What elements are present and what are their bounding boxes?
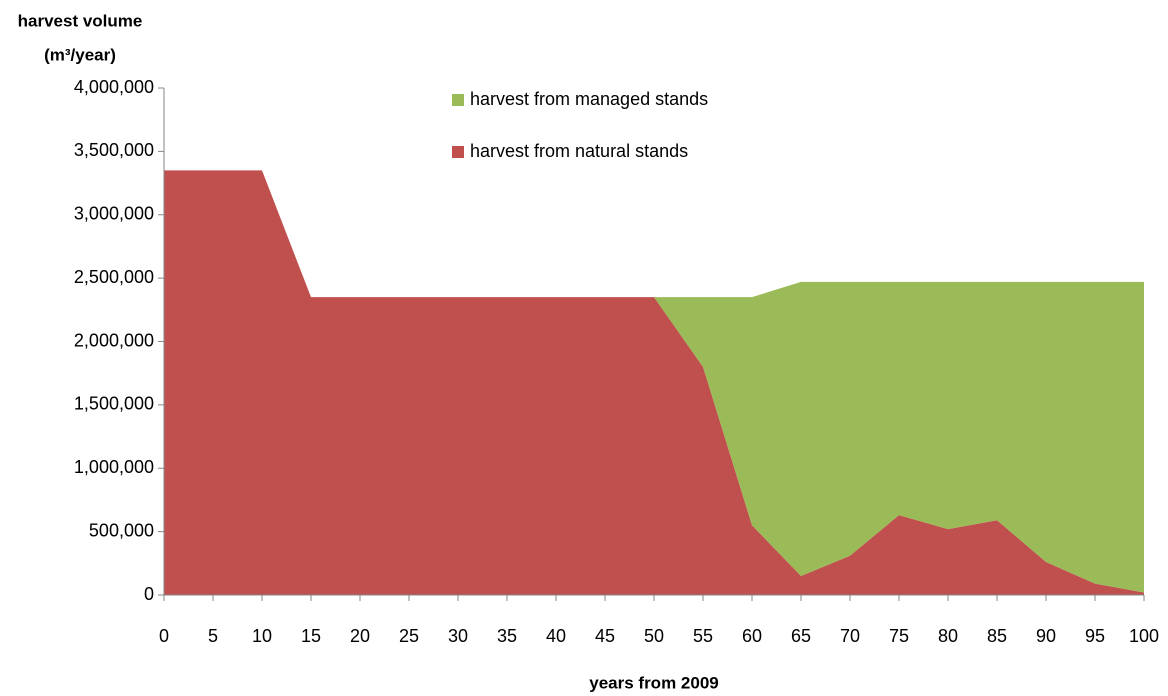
area [164,170,1144,593]
x-tick-label: 0 [159,626,169,646]
x-tick-label: 10 [252,626,272,646]
x-tick-label: 60 [742,626,762,646]
x-tick-label: 70 [840,626,860,646]
x-tick-label: 75 [889,626,909,646]
x-tick-label: 45 [595,626,615,646]
y-tick-label: 1,500,000 [74,394,154,414]
x-tick-label: 30 [448,626,468,646]
y-tick-label: 2,000,000 [74,330,154,350]
x-tick-label: 65 [791,626,811,646]
y-tick-label: 4,000,000 [74,77,154,97]
x-tick-label: 15 [301,626,321,646]
x-tick-label: 35 [497,626,517,646]
x-tick-label: 25 [399,626,419,646]
y-tick-label: 500,000 [89,520,154,540]
x-tick-label: 90 [1036,626,1056,646]
x-tick-label: 55 [693,626,713,646]
x-tick-label: 50 [644,626,664,646]
x-tick-label: 5 [208,626,218,646]
y-tick-label: 3,500,000 [74,140,154,160]
x-tick-label: 100 [1129,626,1159,646]
y-tick-label: 1,000,000 [74,457,154,477]
x-tick-label: 80 [938,626,958,646]
y-axis-title: harvest volume [18,11,143,30]
x-tick-label: 40 [546,626,566,646]
x-tick-label: 20 [350,626,370,646]
legend-swatch [452,146,464,158]
x-axis-title: years from 2009 [589,673,718,692]
y-tick-label: 3,000,000 [74,204,154,224]
y-axis-title: (m³/year) [44,45,116,64]
y-tick-label: 0 [144,584,154,604]
legend-label: harvest from natural stands [470,141,688,161]
y-tick-label: 2,500,000 [74,267,154,287]
x-tick-label: 95 [1085,626,1105,646]
legend-swatch [452,94,464,106]
area [164,170,1144,595]
legend-label: harvest from managed stands [470,89,708,109]
x-tick-label: 85 [987,626,1007,646]
